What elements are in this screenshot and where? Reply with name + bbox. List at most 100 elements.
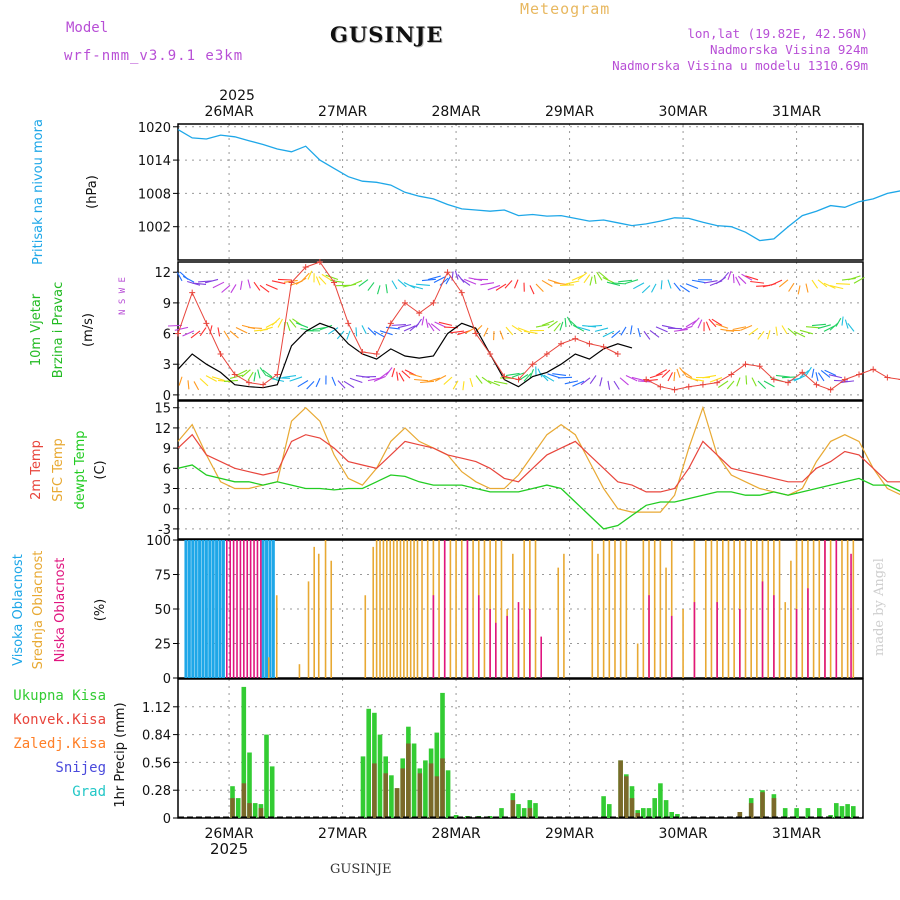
wind-barb bbox=[589, 276, 593, 286]
total-precip-bar bbox=[533, 803, 538, 818]
total-precip-bar bbox=[487, 816, 493, 818]
total-precip-bar bbox=[658, 783, 663, 819]
wind-barb bbox=[239, 280, 243, 290]
wind-barb bbox=[271, 317, 281, 326]
convective-precip-bar bbox=[440, 758, 445, 818]
wind-gust-marker bbox=[189, 289, 196, 296]
cloud-axis-label-mid: Srednja Oblacnost bbox=[31, 551, 46, 670]
total-precip-bar bbox=[264, 734, 269, 818]
wind-barb bbox=[241, 369, 251, 378]
wind-gust-marker bbox=[699, 381, 706, 388]
convective-precip-bar bbox=[417, 773, 423, 818]
x-day-label-top: 26MAR bbox=[204, 104, 253, 120]
wind-barb bbox=[673, 282, 681, 292]
pressure-axis-label: Pritisak na nivou mora bbox=[31, 119, 46, 265]
wind-gust-marker bbox=[175, 330, 181, 337]
y-tick-label: 3 bbox=[163, 483, 171, 498]
wind-gust-marker bbox=[827, 386, 834, 393]
x-day-label-bottom: 29MAR bbox=[545, 826, 594, 842]
wind-barb bbox=[599, 272, 609, 281]
wind-barb bbox=[361, 325, 367, 335]
wind-barb bbox=[697, 319, 703, 329]
wind-barb bbox=[815, 372, 819, 382]
convective-precip-bar bbox=[372, 763, 377, 818]
wind-barb bbox=[745, 375, 748, 385]
wind-gust-marker bbox=[316, 259, 323, 265]
wind-barb bbox=[454, 270, 459, 280]
convective-precip-bar bbox=[383, 773, 388, 818]
wind-barb bbox=[403, 325, 416, 332]
wind-barb bbox=[679, 325, 693, 331]
wind-barb bbox=[199, 327, 207, 337]
wind-barb bbox=[319, 324, 333, 331]
panel-frame bbox=[177, 539, 864, 679]
wind-barb bbox=[209, 325, 213, 335]
wind-gust-marker bbox=[430, 299, 437, 306]
wind-gust-marker bbox=[302, 264, 309, 271]
wind-barb bbox=[811, 368, 815, 378]
wind-barb bbox=[271, 280, 286, 285]
wind-barb bbox=[651, 283, 657, 293]
wind-barb bbox=[199, 378, 209, 387]
wind-barb bbox=[770, 279, 783, 286]
wind-barb bbox=[430, 323, 441, 332]
convective-precip-bar bbox=[510, 800, 516, 818]
wind-gust-marker bbox=[416, 310, 423, 317]
total-precip-bar bbox=[389, 775, 394, 818]
x-day-label-top: 31MAR bbox=[772, 104, 821, 120]
wind-barb bbox=[757, 330, 765, 340]
wind-barb bbox=[385, 284, 388, 294]
wind-barb bbox=[797, 285, 801, 295]
wind-barb bbox=[679, 285, 690, 293]
wind-barb bbox=[529, 368, 535, 379]
y-tick-label: 1.12 bbox=[142, 701, 171, 716]
sfc-temp-line bbox=[177, 405, 900, 513]
wind-barb bbox=[611, 330, 621, 339]
wind-barb bbox=[212, 281, 225, 289]
x-day-label-bottom: 27MAR bbox=[318, 826, 367, 842]
total-precip-bar bbox=[663, 800, 669, 818]
wind-barb bbox=[631, 376, 646, 382]
wind-barb bbox=[427, 322, 435, 332]
wind-barb bbox=[511, 372, 525, 378]
wind-barb bbox=[757, 380, 767, 389]
wind-gust-marker bbox=[444, 269, 451, 276]
precip-axis-label: 1hr Precip (mm) bbox=[113, 702, 128, 807]
wind-barb bbox=[619, 377, 629, 386]
y-tick-label: 12 bbox=[154, 266, 171, 281]
wind-barb bbox=[445, 275, 452, 285]
wind-barb bbox=[397, 323, 412, 329]
wind-barb bbox=[192, 282, 207, 286]
wind-barb bbox=[475, 375, 483, 384]
total-precip-bar bbox=[646, 808, 652, 818]
meteogram-label: Meteogram bbox=[520, 0, 611, 18]
wind-barb bbox=[443, 376, 453, 385]
wind-barb bbox=[691, 279, 706, 284]
wind-barb bbox=[462, 381, 465, 391]
wind-barb bbox=[833, 379, 849, 382]
model-label: Model bbox=[66, 20, 109, 36]
wind-barb bbox=[593, 274, 597, 285]
wind-barb bbox=[167, 324, 183, 327]
wind-gust-marker bbox=[714, 379, 721, 386]
y-tick-label: 0 bbox=[163, 503, 171, 518]
wind-barb bbox=[434, 321, 447, 328]
wind-barb bbox=[559, 321, 564, 331]
wind-barb bbox=[613, 380, 620, 390]
wind-barb bbox=[427, 377, 441, 383]
wind-barb bbox=[726, 380, 735, 390]
wind-barb bbox=[766, 330, 771, 340]
wind-barb bbox=[811, 279, 819, 289]
wind-barb bbox=[282, 375, 297, 379]
wind-barb bbox=[840, 380, 855, 384]
wind-barb bbox=[690, 378, 705, 382]
y-tick-label: 25 bbox=[154, 638, 171, 653]
wind-barb bbox=[259, 367, 267, 376]
y-tick-label: 9 bbox=[163, 442, 171, 457]
wind-barb bbox=[787, 327, 797, 337]
wind-barb bbox=[321, 273, 333, 282]
convective-precip-bar bbox=[618, 760, 623, 818]
total-precip-bar bbox=[641, 808, 646, 818]
wind-barb bbox=[559, 284, 575, 286]
wind-barb bbox=[535, 323, 550, 328]
